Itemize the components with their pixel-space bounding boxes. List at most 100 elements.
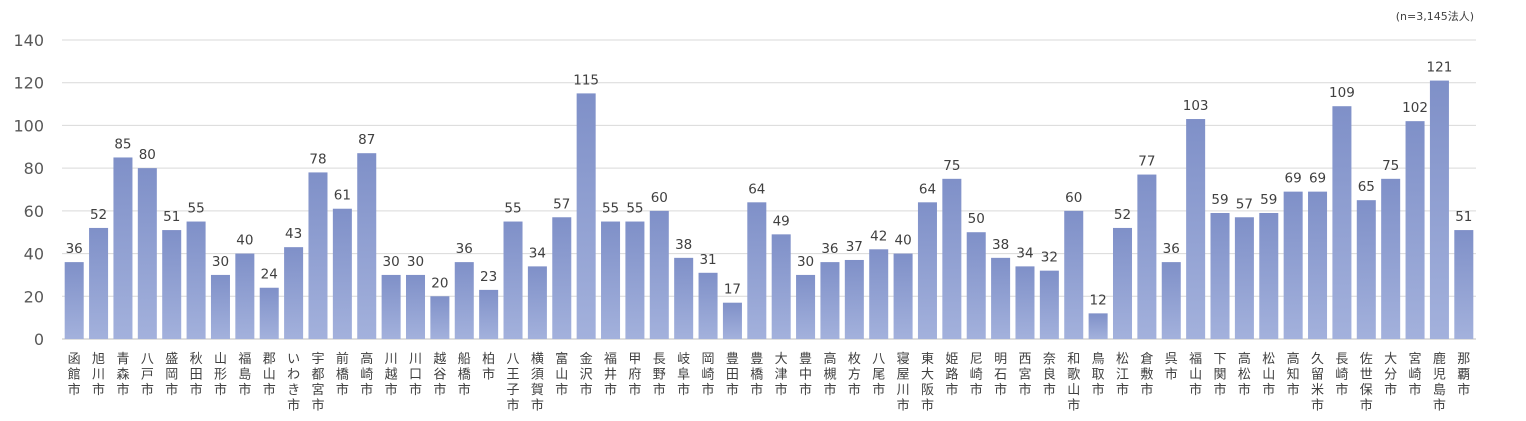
- data-label: 36: [821, 241, 838, 257]
- bar: [1308, 191, 1328, 339]
- y-tick-label: 100: [13, 116, 44, 135]
- x-tick-label: 鳥取市: [1092, 352, 1105, 398]
- data-label: 55: [504, 201, 521, 217]
- data-label: 55: [626, 201, 643, 217]
- y-tick-label: 60: [24, 202, 44, 221]
- bar: [1064, 210, 1084, 339]
- x-tick-label: 東大阪市: [921, 351, 934, 414]
- x-tick-label: いわき市: [287, 352, 300, 414]
- data-label: 115: [573, 72, 599, 88]
- bar: [1429, 80, 1449, 339]
- x-tick-label: 福山市: [1189, 352, 1202, 398]
- bar: [698, 272, 718, 339]
- y-tick-label: 120: [13, 74, 44, 93]
- bar: [747, 202, 767, 339]
- data-label: 57: [1236, 196, 1253, 212]
- bar: [1015, 266, 1035, 339]
- x-tick-label: 寝屋川市: [897, 351, 910, 414]
- data-label: 34: [1016, 245, 1033, 261]
- data-label: 38: [675, 237, 692, 253]
- x-tick-label: 旭川市: [92, 352, 105, 398]
- bar: [1039, 270, 1059, 339]
- x-tick-label: 福島市: [238, 352, 251, 398]
- bar: [1259, 212, 1279, 339]
- data-label: 61: [334, 188, 351, 204]
- data-label: 55: [602, 201, 619, 217]
- bars: [64, 80, 1474, 340]
- x-tick-label: 明石市: [994, 352, 1007, 398]
- x-tick-label: 宇都宮市: [311, 352, 324, 414]
- x-tick-label: 岐阜市: [677, 352, 690, 398]
- data-label: 59: [1211, 192, 1228, 208]
- data-label: 75: [1382, 158, 1399, 174]
- bar: [64, 262, 84, 339]
- data-label: 78: [309, 151, 326, 167]
- x-tick-label: 下関市: [1214, 352, 1227, 398]
- data-label: 36: [456, 241, 473, 257]
- bar: [771, 234, 791, 339]
- bar: [649, 210, 669, 339]
- bar: [503, 221, 523, 339]
- bar: [1356, 200, 1376, 339]
- x-tick-label: 前橋市: [336, 351, 349, 398]
- x-tick-label: 尼崎市: [970, 352, 983, 398]
- x-tick-label: 八尾市: [872, 352, 885, 398]
- x-tick-label: 呉市: [1165, 352, 1178, 383]
- bar: [1283, 191, 1303, 339]
- y-axis: 0 20 40 60 80 100 120 140: [13, 31, 44, 349]
- bar: [1454, 230, 1474, 339]
- x-tick-label: 船橋市: [458, 352, 471, 398]
- x-tick-label: 倉敷市: [1140, 352, 1153, 398]
- data-label: 55: [187, 201, 204, 217]
- data-label: 36: [66, 241, 83, 257]
- data-label: 52: [1114, 207, 1131, 223]
- bar: [89, 227, 109, 339]
- data-label: 20: [431, 275, 448, 291]
- bar: [625, 221, 645, 339]
- x-tick-label: 富山市: [555, 351, 568, 398]
- bar: [893, 253, 913, 339]
- data-label: 50: [968, 211, 985, 227]
- bar: [235, 253, 255, 339]
- data-label: 65: [1358, 179, 1375, 195]
- data-label: 121: [1427, 60, 1453, 76]
- data-label: 75: [943, 158, 960, 174]
- bar: [1405, 121, 1425, 340]
- x-tick-label: 豊橋市: [750, 352, 763, 398]
- bar: [1381, 178, 1401, 339]
- y-tick-label: 0: [34, 330, 44, 349]
- bar: [113, 157, 133, 339]
- x-tick-label: 大分市: [1384, 352, 1397, 398]
- x-tick-label: 宮崎市: [1409, 351, 1422, 398]
- bar: [454, 262, 474, 339]
- bar: [332, 208, 352, 339]
- data-label: 59: [1260, 192, 1277, 208]
- data-label: 30: [797, 254, 814, 270]
- bar: [674, 257, 694, 339]
- bar: [527, 266, 547, 339]
- data-label: 12: [1090, 292, 1107, 308]
- x-tick-label: 函館市: [68, 352, 81, 398]
- x-tick-label: 郡山市: [263, 352, 276, 398]
- bar: [722, 302, 742, 339]
- data-label: 69: [1309, 171, 1326, 187]
- data-label: 40: [236, 233, 253, 249]
- x-tick-label: 越谷市: [433, 352, 446, 398]
- x-tick-label: 那覇市: [1457, 352, 1470, 398]
- x-tick-label: 秋田市: [190, 352, 203, 398]
- data-label: 77: [1138, 154, 1155, 170]
- x-tick-label: 柏市: [482, 352, 495, 383]
- x-tick-label: 金沢市: [580, 351, 593, 398]
- data-label: 51: [1455, 209, 1472, 225]
- data-label: 30: [212, 254, 229, 270]
- data-label: 103: [1183, 98, 1209, 114]
- data-label: 109: [1329, 85, 1355, 101]
- data-label: 17: [724, 282, 741, 298]
- bar: [430, 296, 450, 339]
- data-label: 51: [163, 209, 180, 225]
- y-tick-label: 140: [13, 31, 44, 50]
- x-tick-label: 山形市: [214, 352, 227, 398]
- bar: [942, 178, 962, 339]
- data-label: 32: [1041, 250, 1058, 266]
